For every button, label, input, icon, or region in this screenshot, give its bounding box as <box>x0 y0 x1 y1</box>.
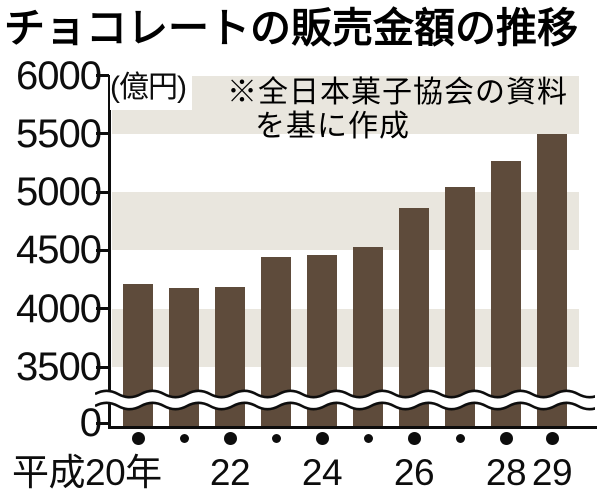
year-dot <box>315 431 329 445</box>
x-tick-label: 29 <box>531 452 573 493</box>
y-tick <box>96 74 109 77</box>
y-tick <box>96 132 109 136</box>
x-tick-label: 22 <box>209 452 251 493</box>
year-dot <box>179 433 189 443</box>
year-dot <box>499 431 513 445</box>
source-note: ※全日本菓子協会の資料 を基に作成 <box>227 76 568 144</box>
bar-28 <box>491 160 521 427</box>
x-tick-label: 26 <box>393 452 435 493</box>
y-tick-label: 6000 <box>16 53 102 98</box>
x-tick-label: 28 <box>485 452 527 493</box>
y-tick-label: 3500 <box>16 345 102 389</box>
source-note-line1: ※全日本菓子協会の資料 <box>227 76 568 109</box>
y-axis-unit-label: (億円) <box>110 62 192 110</box>
axis-break-wave <box>95 389 595 411</box>
x-tick-label: 平成20年 <box>12 452 162 493</box>
y-tick-label: 4000 <box>16 286 102 331</box>
x-tick-label: 24 <box>301 452 343 493</box>
x-axis-line <box>108 426 597 429</box>
year-dot <box>131 431 145 445</box>
year-dot <box>545 431 559 445</box>
y-tick-label: 0 <box>79 401 102 445</box>
y-axis-line <box>108 75 111 427</box>
source-note-line2: を基に作成 <box>255 110 410 143</box>
y-tick <box>96 421 109 425</box>
y-tick-label: 5500 <box>16 111 102 156</box>
chart-title: チョコレートの販売金額の推移 <box>4 5 578 51</box>
year-dot <box>407 431 421 445</box>
y-tick <box>96 307 109 311</box>
y-tick <box>96 248 109 252</box>
y-tick <box>96 365 109 369</box>
bar-29 <box>537 133 567 427</box>
y-tick-label: 5000 <box>16 170 102 215</box>
bar-27 <box>445 187 475 427</box>
y-tick <box>96 190 109 194</box>
year-dot <box>223 431 237 445</box>
year-dot <box>455 433 465 443</box>
year-dot <box>271 433 281 443</box>
year-dot <box>363 433 373 443</box>
y-tick-label: 4500 <box>16 228 102 273</box>
